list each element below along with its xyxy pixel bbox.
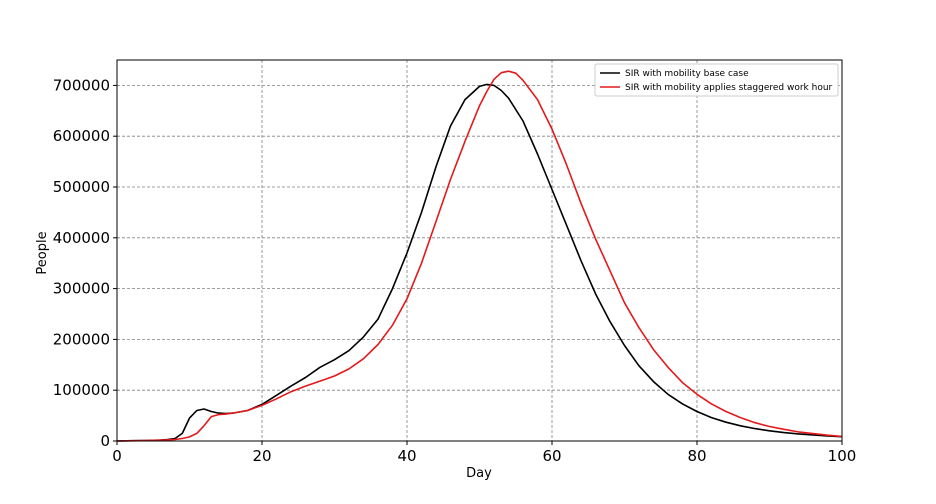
x-tick-label: 40 [397, 447, 416, 465]
y-tick-label: 100000 [53, 381, 110, 399]
y-tick-label: 400000 [53, 229, 110, 247]
y-tick-label: 200000 [53, 330, 110, 348]
x-tick-label: 0 [112, 447, 122, 465]
x-tick-label: 20 [252, 447, 271, 465]
grid-lines [116, 60, 843, 442]
y-tick-label: 600000 [53, 127, 110, 145]
y-tick-label: 0 [100, 432, 110, 450]
legend-box [594, 63, 839, 97]
x-axis-label: Day [466, 466, 492, 481]
legend: SIR with mobility base case SIR with mobi… [594, 63, 839, 97]
tick-marks: 0 20 40 60 80 100 0 100000 200000 300000 400000 500… [53, 76, 857, 465]
x-tick-label: 100 [828, 447, 857, 465]
series-line-0 [116, 83, 843, 442]
y-tick-label: 700000 [53, 76, 110, 94]
series-line-1 [116, 70, 843, 442]
series-lines [116, 70, 843, 442]
x-tick-label: 60 [542, 447, 561, 465]
y-tick-label: 500000 [53, 178, 110, 196]
x-tick-label: 80 [687, 447, 706, 465]
legend-label: SIR with mobility base case [625, 69, 749, 79]
y-axis-label: People [35, 231, 50, 274]
y-tick-label: 300000 [53, 280, 110, 298]
plot-frame [116, 59, 843, 442]
legend-label: SIR with mobility applies staggered work… [625, 83, 833, 93]
